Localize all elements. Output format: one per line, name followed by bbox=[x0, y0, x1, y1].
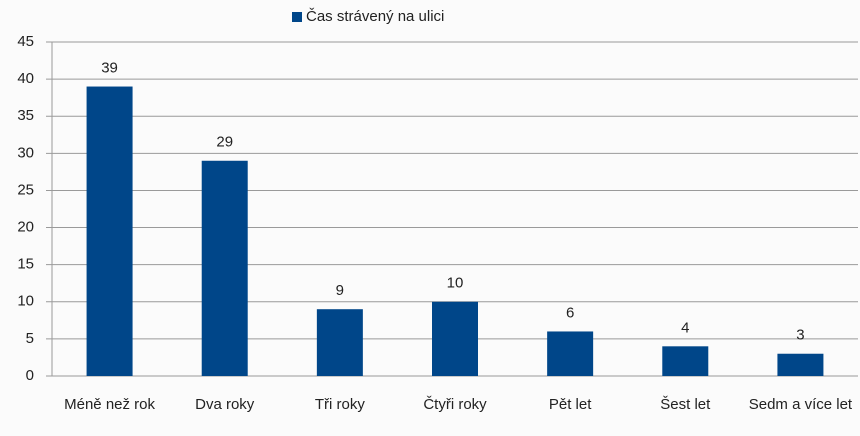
x-tick-label: Čtyři roky bbox=[423, 396, 487, 413]
x-tick-label: Méně než rok bbox=[64, 396, 155, 413]
bar bbox=[316, 309, 363, 376]
x-tick-label: Dva roky bbox=[195, 396, 255, 413]
y-tick-label: 20 bbox=[17, 219, 34, 236]
bar bbox=[201, 160, 248, 376]
data-label: 29 bbox=[216, 134, 233, 151]
data-label: 9 bbox=[336, 282, 344, 299]
bar bbox=[547, 331, 594, 376]
y-tick-label: 10 bbox=[17, 293, 34, 310]
data-label: 4 bbox=[681, 319, 689, 336]
x-tick-label: Sedm a více let bbox=[749, 396, 853, 413]
x-tick-label: Šest let bbox=[660, 396, 711, 413]
bar bbox=[777, 353, 824, 376]
legend-swatch bbox=[292, 12, 302, 22]
bar bbox=[86, 86, 133, 377]
y-tick-label: 30 bbox=[17, 144, 34, 161]
y-tick-label: 25 bbox=[17, 181, 34, 198]
bar bbox=[432, 301, 478, 376]
data-label: 10 bbox=[447, 275, 464, 292]
data-label: 6 bbox=[566, 304, 574, 321]
y-tick-label: 40 bbox=[17, 70, 34, 87]
y-tick-label: 45 bbox=[17, 33, 34, 50]
y-tick-label: 35 bbox=[17, 107, 34, 124]
x-tick-label: Tři roky bbox=[315, 396, 365, 413]
data-label: 39 bbox=[101, 60, 118, 77]
x-tick-label: Pět let bbox=[549, 396, 592, 413]
y-tick-label: 0 bbox=[26, 367, 34, 384]
y-tick-label: 15 bbox=[17, 256, 34, 273]
data-label: 3 bbox=[796, 327, 804, 344]
legend-label: Čas strávený na ulici bbox=[306, 8, 444, 25]
bar bbox=[662, 346, 709, 376]
y-tick-label: 5 bbox=[26, 330, 34, 347]
